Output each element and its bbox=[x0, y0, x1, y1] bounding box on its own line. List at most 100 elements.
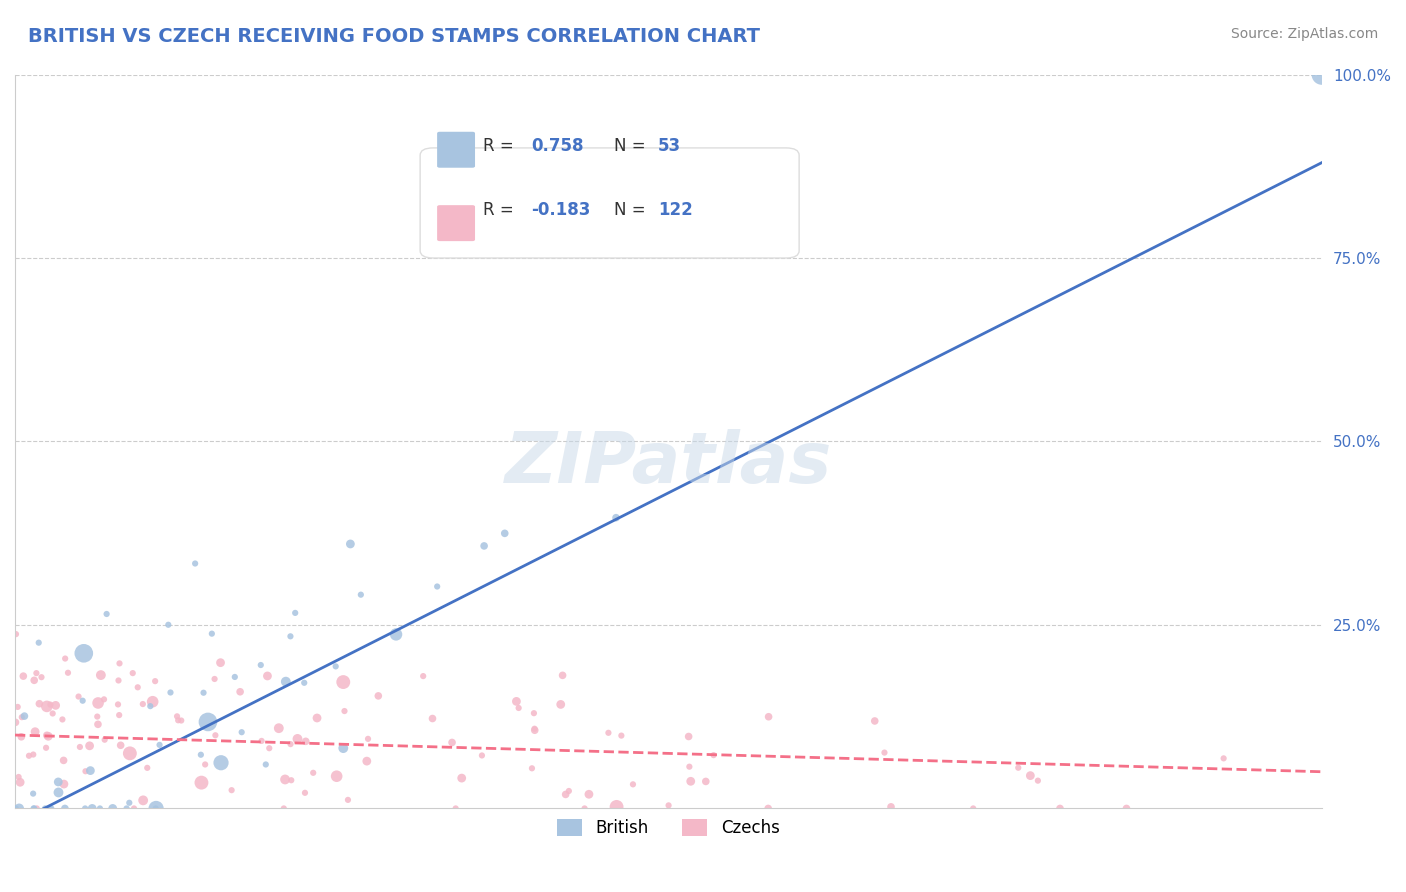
Text: 53: 53 bbox=[658, 137, 681, 155]
Point bbox=[550, 698, 572, 712]
Point bbox=[385, 627, 408, 641]
Point bbox=[132, 697, 155, 711]
Point bbox=[426, 580, 449, 594]
Point bbox=[224, 670, 246, 684]
Point bbox=[13, 669, 35, 683]
Point bbox=[1026, 773, 1049, 788]
Point bbox=[357, 731, 380, 746]
Point bbox=[87, 717, 110, 731]
Point bbox=[259, 741, 281, 756]
Point bbox=[254, 757, 277, 772]
Point bbox=[72, 694, 94, 708]
Point bbox=[22, 747, 45, 762]
Point bbox=[41, 706, 63, 721]
Point bbox=[82, 801, 104, 815]
Point bbox=[118, 796, 141, 810]
Point bbox=[52, 777, 75, 791]
Point bbox=[523, 706, 546, 721]
Point bbox=[1049, 801, 1071, 815]
Point bbox=[115, 801, 138, 815]
FancyBboxPatch shape bbox=[437, 132, 475, 168]
Point bbox=[193, 686, 215, 700]
Point bbox=[610, 729, 633, 743]
Point bbox=[756, 801, 779, 815]
Point bbox=[8, 775, 31, 789]
Point bbox=[201, 626, 224, 640]
Point bbox=[280, 773, 302, 788]
Text: 122: 122 bbox=[658, 202, 693, 219]
Point bbox=[22, 787, 45, 801]
Point bbox=[558, 784, 581, 798]
Point bbox=[332, 675, 354, 690]
FancyBboxPatch shape bbox=[420, 148, 799, 258]
Point bbox=[292, 675, 315, 690]
Point bbox=[56, 665, 79, 680]
Point bbox=[284, 606, 307, 620]
Point bbox=[8, 801, 31, 815]
Point bbox=[190, 747, 212, 762]
Point bbox=[69, 739, 91, 754]
Point bbox=[96, 607, 118, 621]
Point bbox=[598, 726, 620, 740]
Point bbox=[75, 801, 97, 815]
Point bbox=[108, 657, 131, 671]
Point bbox=[325, 769, 347, 783]
Text: R =: R = bbox=[482, 137, 513, 155]
Point bbox=[67, 690, 90, 704]
Point bbox=[325, 659, 347, 673]
Point bbox=[520, 761, 543, 775]
Text: R =: R = bbox=[482, 202, 513, 219]
Point bbox=[52, 753, 75, 767]
Point bbox=[209, 656, 232, 670]
Point bbox=[87, 696, 110, 710]
Point bbox=[356, 754, 378, 768]
Point bbox=[441, 735, 464, 749]
Point bbox=[605, 510, 627, 524]
Point bbox=[39, 801, 62, 815]
Point bbox=[863, 714, 886, 728]
Point bbox=[962, 801, 984, 815]
Point bbox=[10, 730, 32, 744]
Point bbox=[122, 801, 145, 815]
Point bbox=[190, 775, 212, 789]
Point bbox=[4, 801, 27, 815]
Point bbox=[22, 801, 45, 815]
Point bbox=[73, 646, 96, 660]
Point bbox=[229, 685, 252, 699]
Point bbox=[93, 732, 115, 747]
Point bbox=[127, 681, 149, 695]
Point bbox=[35, 740, 58, 755]
Point bbox=[422, 712, 444, 726]
Point bbox=[505, 694, 527, 708]
FancyBboxPatch shape bbox=[437, 205, 475, 241]
Point bbox=[51, 713, 73, 727]
Point bbox=[472, 539, 495, 553]
Point bbox=[305, 711, 328, 725]
Point bbox=[22, 673, 45, 688]
Text: BRITISH VS CZECH RECEIVING FOOD STAMPS CORRELATION CHART: BRITISH VS CZECH RECEIVING FOOD STAMPS C… bbox=[28, 27, 761, 45]
Point bbox=[110, 739, 132, 753]
Point bbox=[45, 698, 67, 713]
Text: -0.183: -0.183 bbox=[531, 202, 591, 219]
Point bbox=[118, 747, 141, 761]
Point bbox=[1007, 761, 1029, 775]
Point bbox=[90, 668, 112, 682]
Text: 0.758: 0.758 bbox=[531, 137, 583, 155]
Point bbox=[267, 721, 290, 735]
Point bbox=[204, 672, 226, 686]
Legend: British, Czechs: British, Czechs bbox=[551, 813, 786, 844]
Point bbox=[412, 669, 434, 683]
Point bbox=[678, 760, 700, 774]
Point bbox=[108, 708, 131, 723]
Point bbox=[350, 588, 373, 602]
Point bbox=[145, 801, 167, 815]
Point bbox=[13, 709, 35, 723]
Text: N =: N = bbox=[613, 202, 645, 219]
Point bbox=[450, 771, 472, 785]
Point bbox=[249, 658, 271, 673]
Point bbox=[333, 704, 356, 718]
Point bbox=[1115, 801, 1137, 815]
Point bbox=[274, 674, 297, 689]
Point bbox=[256, 669, 278, 683]
Text: N =: N = bbox=[613, 137, 645, 155]
